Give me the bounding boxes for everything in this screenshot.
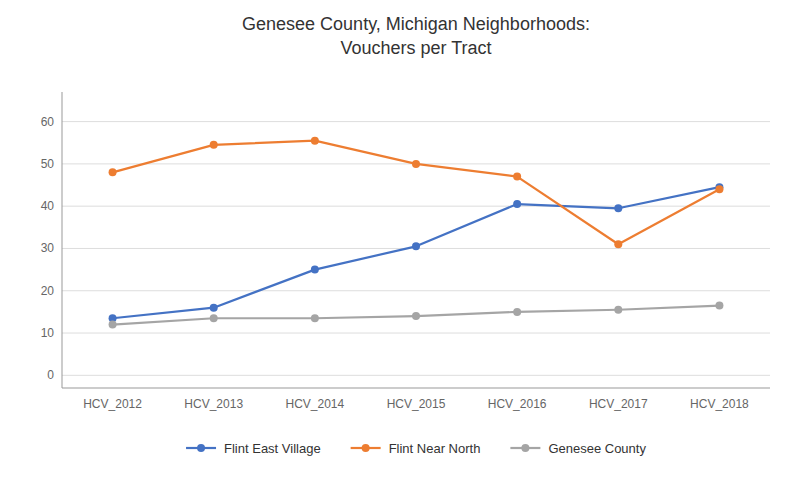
legend-item: Flint East Village — [186, 441, 321, 456]
point-marker — [412, 160, 420, 168]
grid-line — [62, 121, 770, 122]
x-tick-label: HCV_2015 — [387, 397, 446, 411]
x-axis-line — [62, 388, 770, 389]
point-marker — [513, 173, 521, 181]
series-line — [113, 187, 720, 318]
point-marker — [311, 137, 319, 145]
point-marker — [210, 304, 218, 312]
point-marker — [614, 306, 622, 314]
point-marker — [210, 141, 218, 149]
x-tick-label: HCV_2017 — [589, 397, 648, 411]
x-tick-label: HCV_2012 — [83, 397, 142, 411]
legend-marker — [521, 444, 529, 452]
y-tick-label: 60 — [41, 115, 55, 129]
grid-line — [62, 290, 770, 291]
point-marker — [109, 321, 117, 329]
y-tick-label: 0 — [47, 368, 54, 382]
legend: Flint East Village Flint Near North Genese… — [186, 441, 646, 456]
point-marker — [513, 308, 521, 316]
grid-line — [62, 333, 770, 334]
legend-marker — [362, 444, 370, 452]
y-axis-line — [62, 92, 63, 388]
chart-container: Genesee County, Michigan Neighborhoods: V… — [0, 0, 795, 480]
grid-line — [62, 375, 770, 376]
point-marker — [412, 312, 420, 320]
title-line: Vouchers per Tract — [340, 38, 491, 58]
legend-label: Genesee County — [548, 441, 646, 456]
x-tick-label: HCV_2014 — [285, 397, 344, 411]
point-marker — [614, 204, 622, 212]
series-line — [113, 141, 720, 245]
x-tick-label: HCV_2018 — [690, 397, 749, 411]
legend-item: Flint Near North — [351, 441, 481, 456]
series-line — [113, 306, 720, 325]
legend-item: Genesee County — [510, 441, 646, 456]
point-marker — [614, 240, 622, 248]
point-marker — [412, 242, 420, 250]
grid-line — [62, 206, 770, 207]
legend-marker — [197, 444, 205, 452]
x-axis: HCV_2012 HCV_2013 HCV_2014 HCV_2015 HCV_2016… — [83, 397, 749, 411]
point-marker — [715, 185, 723, 193]
point-marker — [210, 314, 218, 322]
series — [109, 137, 724, 249]
y-tick-label: 10 — [41, 326, 55, 340]
point-marker — [311, 266, 319, 274]
x-tick-label: HCV_2016 — [488, 397, 547, 411]
series — [109, 183, 724, 322]
point-marker — [109, 168, 117, 176]
point-marker — [311, 314, 319, 322]
point-marker — [513, 200, 521, 208]
plot-data — [109, 137, 724, 329]
x-tick-label: HCV_2013 — [184, 397, 243, 411]
legend-label: Flint Near North — [389, 441, 481, 456]
title-line: Genesee County, Michigan Neighborhoods: — [242, 14, 590, 34]
y-tick-label: 50 — [41, 157, 55, 171]
y-tick-label: 40 — [41, 199, 55, 213]
y-axis: 0 10 20 30 40 50 60 — [41, 92, 770, 388]
point-marker — [715, 302, 723, 310]
series — [109, 302, 724, 329]
chart-svg: Genesee County, Michigan Neighborhoods: V… — [0, 0, 795, 480]
chart-title: Genesee County, Michigan Neighborhoods: V… — [242, 14, 590, 58]
y-tick-label: 30 — [41, 241, 55, 255]
legend-label: Flint East Village — [224, 441, 321, 456]
y-tick-label: 20 — [41, 284, 55, 298]
